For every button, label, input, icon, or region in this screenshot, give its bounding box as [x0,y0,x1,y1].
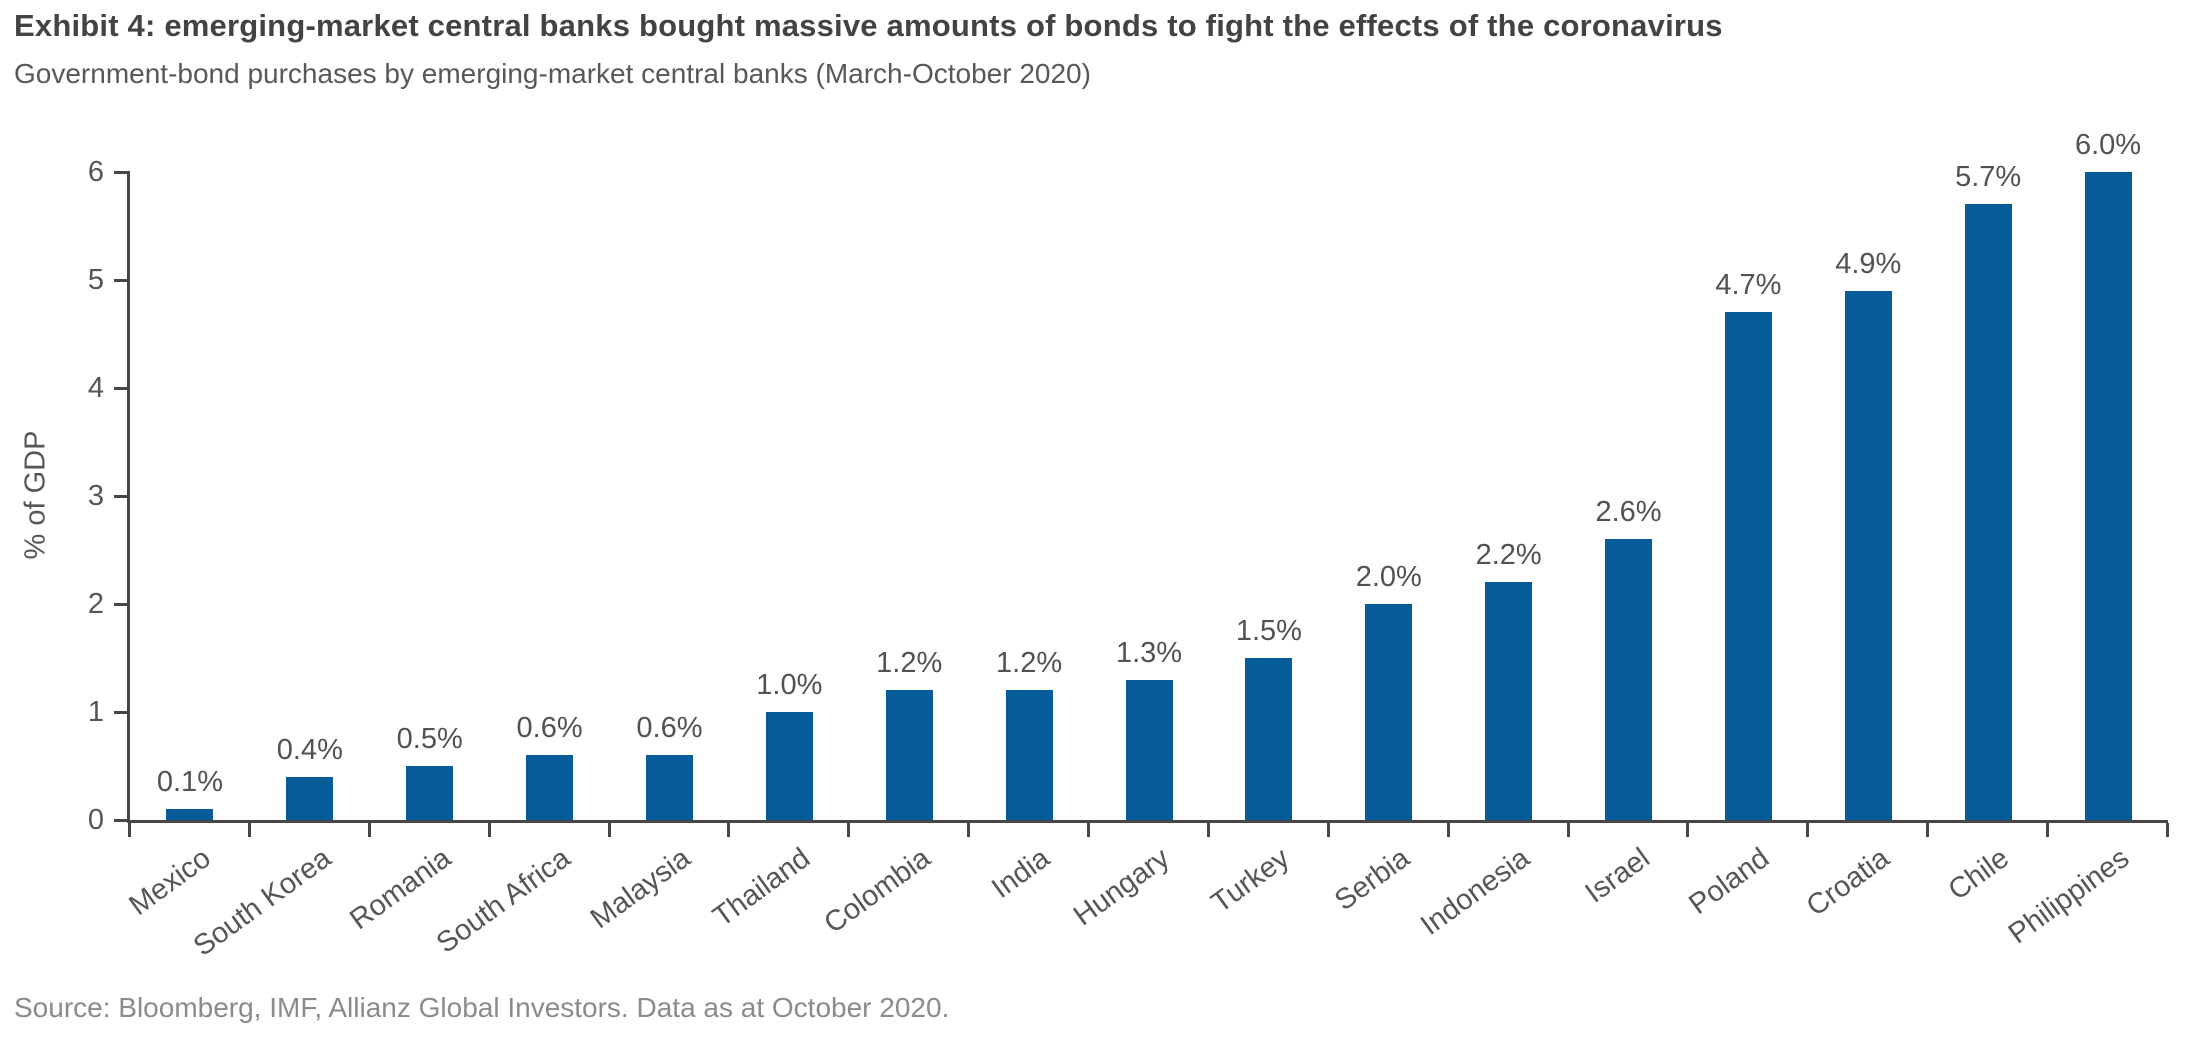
y-tick-label: 6 [87,156,104,188]
bar-value-label: 6.0% [2074,129,2142,161]
y-axis [127,171,130,822]
y-tick-label: 2 [87,588,104,620]
bar [1964,204,2012,820]
x-tick [487,823,491,837]
y-tick [114,279,127,282]
bar [1605,539,1653,820]
bar [526,755,574,820]
y-tick-label: 1 [87,696,104,728]
x-tick [1686,823,1690,837]
y-tick-label: 4 [87,372,104,404]
x-axis-label: Turkey [1206,842,1296,920]
x-axis-label: Malaysia [584,842,697,936]
x-tick [247,823,251,837]
x-tick [1446,823,1450,837]
x-axis-label: Israel [1579,842,1656,910]
y-tick [114,171,127,174]
x-tick [1326,823,1330,837]
bar-value-label: 0.6% [516,712,583,745]
bar [406,766,454,820]
x-axis-label: Indonesia [1414,842,1536,942]
bar [1005,690,1053,820]
y-tick-label: 3 [87,480,104,512]
bar-value-label: 0.1% [156,766,223,799]
bar [645,755,693,820]
bar-value-label: 1.5% [1235,615,1302,647]
x-tick [1087,823,1091,837]
x-axis-label: South Africa [431,842,577,960]
x-axis-label: Serbia [1328,842,1416,918]
y-tick [114,495,127,498]
x-tick [1206,823,1210,837]
bar-value-label: 4.9% [1835,247,1902,280]
x-axis-label: India [986,842,1056,905]
x-axis-label: Philippines [2002,842,2135,951]
y-tick [114,603,127,606]
bar-value-label: 1.2% [876,647,943,680]
x-axis-label: Poland [1683,842,1776,921]
bar-value-label: 0.5% [396,723,463,755]
page-subtitle: Government-bond purchases by emerging-ma… [14,58,1091,89]
x-axis-label: Mexico [123,842,217,922]
x-tick [128,823,131,837]
y-tick-label: 5 [87,264,104,296]
bar [2084,172,2132,820]
x-tick [2166,823,2169,837]
bar-value-label: 1.3% [1115,636,1183,669]
x-axis-label: Croatia [1800,842,1896,923]
bar [166,809,214,820]
y-tick-label: 0 [87,804,104,836]
bar-value-label: 2.0% [1355,561,1422,593]
page-title: Exhibit 4: emerging-market central banks… [14,8,1723,43]
x-tick [727,823,731,837]
x-axis-label: Hungary [1068,842,1176,933]
bar-value-label: 2.2% [1475,539,1542,572]
x-tick [1926,823,1930,837]
bar-value-label: 0.4% [276,733,343,766]
x-axis-label: Romania [343,842,457,937]
x-tick [2046,823,2050,837]
x-tick [1806,823,1810,837]
x-tick [1566,823,1570,837]
x-axis-label: Chile [1942,842,2015,907]
bar-value-label: 5.7% [1955,161,2022,194]
bar [1724,312,1772,820]
bar [1125,679,1173,820]
bar [1485,582,1533,820]
bar-value-label: 1.0% [756,669,823,701]
bar-value-label: 1.2% [996,647,1063,680]
source-note: Source: Bloomberg, IMF, Allianz Global I… [14,992,950,1023]
bar [765,712,813,820]
bar [1365,604,1413,820]
y-tick [114,711,127,714]
bar-value-label: 4.7% [1715,269,1782,302]
bar [286,776,334,820]
y-tick [114,387,127,390]
x-tick [847,823,851,837]
bar [1245,658,1293,820]
y-tick [114,819,127,822]
x-tick [607,823,611,837]
x-axis-label: Colombia [818,842,937,940]
x-axis [127,820,2168,823]
bar-value-label: 0.6% [636,712,703,745]
x-tick [367,823,371,837]
bar [1844,290,1892,820]
x-tick [967,823,971,837]
x-axis-label: Thailand [707,842,817,934]
bar [885,690,933,820]
bar-value-label: 2.6% [1595,496,1662,529]
